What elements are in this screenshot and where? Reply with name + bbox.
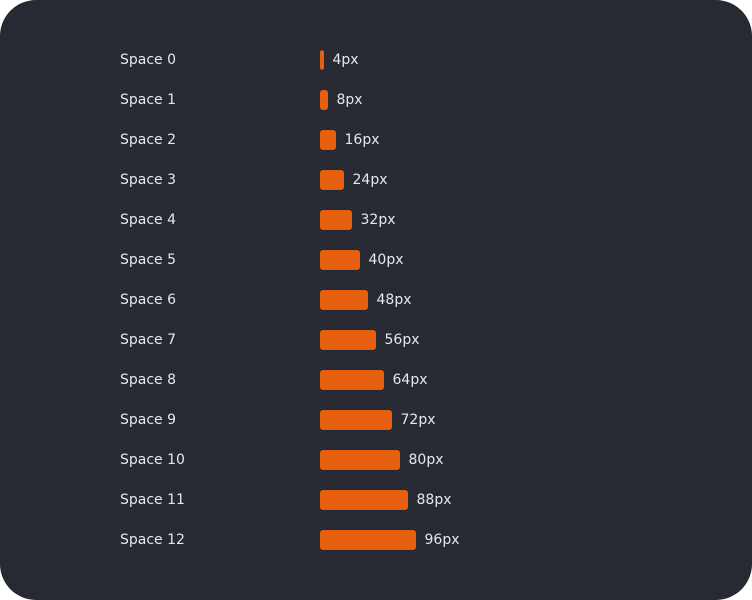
value-label: 64px bbox=[393, 372, 428, 388]
space-name: Space 4 bbox=[120, 212, 176, 228]
bar bbox=[320, 370, 384, 390]
value-label: 80px bbox=[409, 452, 444, 468]
value-label: 4px bbox=[333, 52, 359, 68]
space-name: Space 12 bbox=[120, 532, 185, 548]
space-name: Space 3 bbox=[120, 172, 176, 188]
value-label: 40px bbox=[369, 252, 404, 268]
space-name: Space 5 bbox=[120, 252, 176, 268]
space-name: Space 0 bbox=[120, 52, 176, 68]
space-name: Space 6 bbox=[120, 292, 176, 308]
bar bbox=[320, 90, 328, 110]
bar bbox=[320, 210, 352, 230]
value-label: 48px bbox=[377, 292, 412, 308]
value-label: 8px bbox=[337, 92, 363, 108]
value-label: 32px bbox=[361, 212, 396, 228]
bar bbox=[320, 170, 344, 190]
bar bbox=[320, 250, 360, 270]
space-name: Space 1 bbox=[120, 92, 176, 108]
value-label: 24px bbox=[353, 172, 388, 188]
bar bbox=[320, 450, 400, 470]
bar bbox=[320, 50, 324, 70]
value-label: 88px bbox=[417, 492, 452, 508]
value-label: 56px bbox=[385, 332, 420, 348]
bar bbox=[320, 330, 376, 350]
space-name: Space 7 bbox=[120, 332, 176, 348]
bar bbox=[320, 490, 408, 510]
value-label: 16px bbox=[345, 132, 380, 148]
bar bbox=[320, 410, 392, 430]
value-label: 96px bbox=[425, 532, 460, 548]
space-name: Space 8 bbox=[120, 372, 176, 388]
bar bbox=[320, 290, 368, 310]
space-name: Space 9 bbox=[120, 412, 176, 428]
value-label: 72px bbox=[401, 412, 436, 428]
bar bbox=[320, 530, 416, 550]
space-name: Space 10 bbox=[120, 452, 185, 468]
space-name: Space 2 bbox=[120, 132, 176, 148]
bar bbox=[320, 130, 336, 150]
space-name: Space 11 bbox=[120, 492, 185, 508]
